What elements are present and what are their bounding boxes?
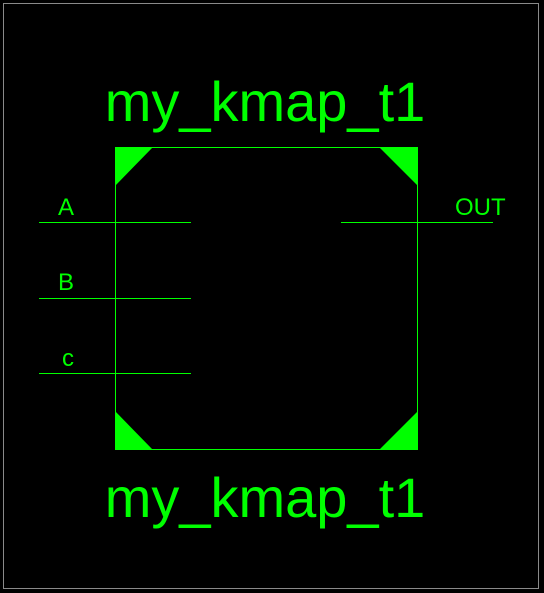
pin-label-b: B — [58, 269, 75, 296]
corner-marker-bottom-left — [115, 411, 153, 450]
corner-marker-top-left — [115, 147, 153, 186]
pin-label-out: OUT — [455, 194, 506, 221]
symbol-name-top: my_kmap_t1 — [104, 70, 426, 133]
symbol-name-bottom: my_kmap_t1 — [104, 466, 426, 529]
corner-marker-top-right — [379, 147, 418, 186]
pin-label-c: c — [62, 345, 74, 372]
corner-marker-bottom-right — [379, 411, 418, 450]
pin-label-a: A — [58, 194, 75, 221]
canvas-frame — [3, 3, 539, 589]
